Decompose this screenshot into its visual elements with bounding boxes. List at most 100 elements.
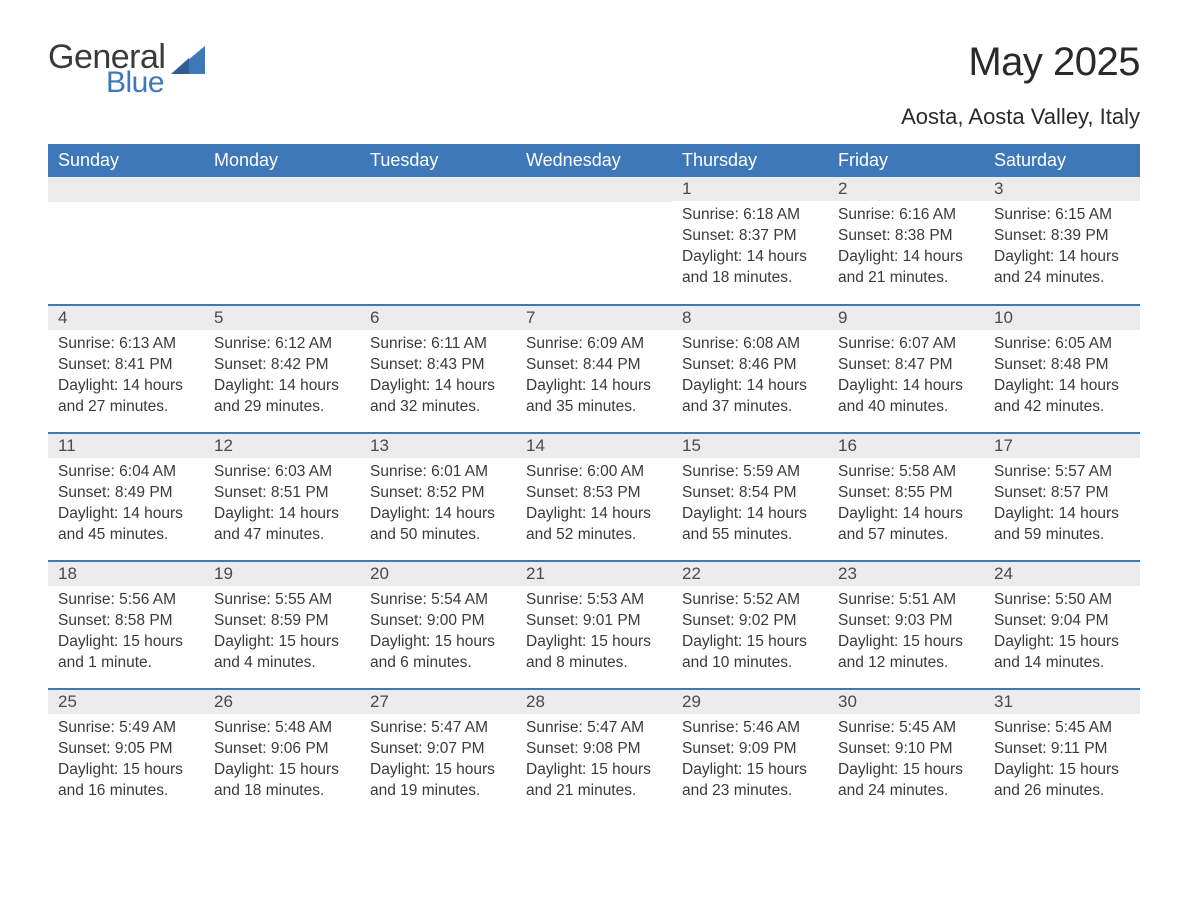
day-body: Sunrise: 5:54 AMSunset: 9:00 PMDaylight:… [360,586,516,682]
sunrise-text: Sunrise: 5:51 AM [838,590,974,611]
sunrise-text: Sunrise: 6:08 AM [682,334,818,355]
sunset-text: Sunset: 9:04 PM [994,611,1130,632]
daylight-text: Daylight: 14 hours and 50 minutes. [370,504,506,546]
day-body: Sunrise: 5:55 AMSunset: 8:59 PMDaylight:… [204,586,360,682]
page-title: May 2025 [968,40,1140,85]
day-number: 14 [516,434,672,458]
day-cell: 14Sunrise: 6:00 AMSunset: 8:53 PMDayligh… [516,433,672,561]
day-cell: 10Sunrise: 6:05 AMSunset: 8:48 PMDayligh… [984,305,1140,433]
day-body: Sunrise: 5:47 AMSunset: 9:07 PMDaylight:… [360,714,516,810]
daylight-text: Daylight: 15 hours and 12 minutes. [838,632,974,674]
sunset-text: Sunset: 9:07 PM [370,739,506,760]
daylight-text: Daylight: 14 hours and 32 minutes. [370,376,506,418]
day-cell: 16Sunrise: 5:58 AMSunset: 8:55 PMDayligh… [828,433,984,561]
weekday-header: Tuesday [360,144,516,177]
sunset-text: Sunset: 8:41 PM [58,355,194,376]
day-cell: 31Sunrise: 5:45 AMSunset: 9:11 PMDayligh… [984,689,1140,817]
sunset-text: Sunset: 9:10 PM [838,739,974,760]
sunrise-text: Sunrise: 5:50 AM [994,590,1130,611]
day-number: 20 [360,562,516,586]
daylight-text: Daylight: 14 hours and 47 minutes. [214,504,350,546]
day-body: Sunrise: 5:45 AMSunset: 9:11 PMDaylight:… [984,714,1140,810]
daylight-text: Daylight: 14 hours and 57 minutes. [838,504,974,546]
day-body: Sunrise: 5:48 AMSunset: 9:06 PMDaylight:… [204,714,360,810]
day-body: Sunrise: 6:08 AMSunset: 8:46 PMDaylight:… [672,330,828,426]
day-number: 1 [672,177,828,201]
sunrise-text: Sunrise: 5:48 AM [214,718,350,739]
day-number: 4 [48,306,204,330]
week-row: 1Sunrise: 6:18 AMSunset: 8:37 PMDaylight… [48,177,1140,305]
sunset-text: Sunset: 8:42 PM [214,355,350,376]
logo-blue-text: Blue [106,68,165,98]
sunrise-text: Sunrise: 5:45 AM [838,718,974,739]
day-number: 6 [360,306,516,330]
weekday-header: Saturday [984,144,1140,177]
daylight-text: Daylight: 14 hours and 55 minutes. [682,504,818,546]
sunset-text: Sunset: 9:09 PM [682,739,818,760]
header: General Blue May 2025 [48,40,1140,98]
sunset-text: Sunset: 8:47 PM [838,355,974,376]
day-number: 13 [360,434,516,458]
sunset-text: Sunset: 8:52 PM [370,483,506,504]
logo-triangle-icon [171,46,205,74]
sunrise-text: Sunrise: 6:04 AM [58,462,194,483]
sunset-text: Sunset: 9:03 PM [838,611,974,632]
day-number [204,177,360,202]
daylight-text: Daylight: 15 hours and 24 minutes. [838,760,974,802]
day-cell: 17Sunrise: 5:57 AMSunset: 8:57 PMDayligh… [984,433,1140,561]
day-body: Sunrise: 5:49 AMSunset: 9:05 PMDaylight:… [48,714,204,810]
week-row: 25Sunrise: 5:49 AMSunset: 9:05 PMDayligh… [48,689,1140,817]
day-body: Sunrise: 6:00 AMSunset: 8:53 PMDaylight:… [516,458,672,554]
daylight-text: Daylight: 15 hours and 23 minutes. [682,760,818,802]
sunrise-text: Sunrise: 5:52 AM [682,590,818,611]
daylight-text: Daylight: 14 hours and 42 minutes. [994,376,1130,418]
day-body: Sunrise: 5:52 AMSunset: 9:02 PMDaylight:… [672,586,828,682]
sunrise-text: Sunrise: 5:58 AM [838,462,974,483]
sunset-text: Sunset: 8:48 PM [994,355,1130,376]
day-cell: 4Sunrise: 6:13 AMSunset: 8:41 PMDaylight… [48,305,204,433]
day-number: 23 [828,562,984,586]
sunset-text: Sunset: 8:58 PM [58,611,194,632]
day-number: 26 [204,690,360,714]
day-number [360,177,516,202]
sunrise-text: Sunrise: 6:00 AM [526,462,662,483]
logo: General Blue [48,40,205,98]
sunset-text: Sunset: 9:00 PM [370,611,506,632]
day-number: 17 [984,434,1140,458]
day-body: Sunrise: 6:04 AMSunset: 8:49 PMDaylight:… [48,458,204,554]
day-body: Sunrise: 6:12 AMSunset: 8:42 PMDaylight:… [204,330,360,426]
day-cell: 11Sunrise: 6:04 AMSunset: 8:49 PMDayligh… [48,433,204,561]
weekday-header: Sunday [48,144,204,177]
day-cell: 26Sunrise: 5:48 AMSunset: 9:06 PMDayligh… [204,689,360,817]
day-cell: 7Sunrise: 6:09 AMSunset: 8:44 PMDaylight… [516,305,672,433]
day-number: 11 [48,434,204,458]
sunset-text: Sunset: 8:49 PM [58,483,194,504]
day-cell: 18Sunrise: 5:56 AMSunset: 8:58 PMDayligh… [48,561,204,689]
day-cell: 23 Sunrise: 5:51 AMSunset: 9:03 PMDayligh… [828,561,984,689]
day-cell: 3Sunrise: 6:15 AMSunset: 8:39 PMDaylight… [984,177,1140,305]
day-number: 28 [516,690,672,714]
sunrise-text: Sunrise: 5:57 AM [994,462,1130,483]
day-body: Sunrise: 5:46 AMSunset: 9:09 PMDaylight:… [672,714,828,810]
sunrise-text: Sunrise: 5:45 AM [994,718,1130,739]
sunset-text: Sunset: 9:05 PM [58,739,194,760]
day-cell: 21Sunrise: 5:53 AMSunset: 9:01 PMDayligh… [516,561,672,689]
day-body: Sunrise: 6:11 AMSunset: 8:43 PMDaylight:… [360,330,516,426]
day-number: 9 [828,306,984,330]
weekday-header: Thursday [672,144,828,177]
daylight-text: Daylight: 15 hours and 1 minute. [58,632,194,674]
day-cell: 15Sunrise: 5:59 AMSunset: 8:54 PMDayligh… [672,433,828,561]
day-body: Sunrise: 5:50 AMSunset: 9:04 PMDaylight:… [984,586,1140,682]
day-cell: 2Sunrise: 6:16 AMSunset: 8:38 PMDaylight… [828,177,984,305]
day-cell: 6Sunrise: 6:11 AMSunset: 8:43 PMDaylight… [360,305,516,433]
sunset-text: Sunset: 9:08 PM [526,739,662,760]
day-body: Sunrise: 6:13 AMSunset: 8:41 PMDaylight:… [48,330,204,426]
sunrise-text: Sunrise: 5:54 AM [370,590,506,611]
sunrise-text: Sunrise: 6:11 AM [370,334,506,355]
sunset-text: Sunset: 8:46 PM [682,355,818,376]
sunset-text: Sunset: 8:37 PM [682,226,818,247]
day-body: Sunrise: 6:03 AMSunset: 8:51 PMDaylight:… [204,458,360,554]
day-cell: 13Sunrise: 6:01 AMSunset: 8:52 PMDayligh… [360,433,516,561]
daylight-text: Daylight: 15 hours and 18 minutes. [214,760,350,802]
day-body: Sunrise: 6:09 AMSunset: 8:44 PMDaylight:… [516,330,672,426]
